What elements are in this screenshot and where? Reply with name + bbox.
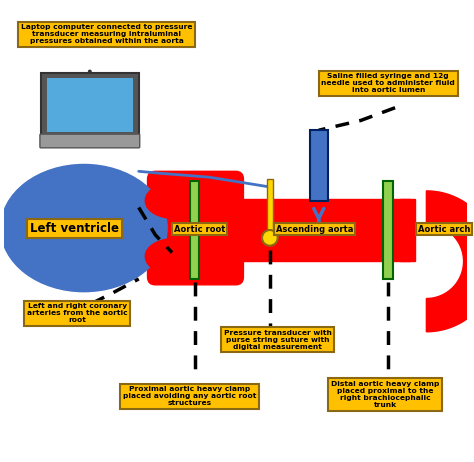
Text: Laptop computer connected to pressure
transducer measuring intraluminal
pressure: Laptop computer connected to pressure tr… <box>21 24 192 44</box>
FancyBboxPatch shape <box>147 171 244 285</box>
Ellipse shape <box>155 247 195 266</box>
Text: Saline filled syringe and 12g
needle used to administer fluid
into aortic lumen: Saline filled syringe and 12g needle use… <box>321 73 455 93</box>
Text: Pressure transducer with
purse string suture with
digital measurement: Pressure transducer with purse string su… <box>224 329 332 350</box>
FancyBboxPatch shape <box>47 79 133 132</box>
Circle shape <box>88 70 92 73</box>
Text: Left ventricle: Left ventricle <box>30 222 118 235</box>
Text: Aortic arch: Aortic arch <box>418 225 470 234</box>
Ellipse shape <box>1 164 167 292</box>
PathPatch shape <box>427 191 474 332</box>
FancyBboxPatch shape <box>400 199 415 261</box>
Text: Proximal aortic heavy clamp
placed avoiding any aortic root
structures: Proximal aortic heavy clamp placed avoid… <box>123 386 256 407</box>
FancyBboxPatch shape <box>190 181 200 279</box>
Text: Distal aortic heavy clamp
placed proximal to the
right brachiocephalic
trunk: Distal aortic heavy clamp placed proxima… <box>331 381 439 408</box>
FancyBboxPatch shape <box>40 134 140 148</box>
FancyBboxPatch shape <box>160 199 410 261</box>
FancyBboxPatch shape <box>267 179 273 240</box>
Text: Aortic root: Aortic root <box>173 225 225 234</box>
Circle shape <box>262 230 278 246</box>
FancyBboxPatch shape <box>310 130 328 201</box>
FancyBboxPatch shape <box>383 181 393 279</box>
FancyBboxPatch shape <box>41 73 139 137</box>
Text: Left and right coronary
arteries from the aortic
root: Left and right coronary arteries from th… <box>27 303 128 323</box>
Ellipse shape <box>155 191 195 211</box>
Text: Ascending aorta: Ascending aorta <box>276 225 354 234</box>
